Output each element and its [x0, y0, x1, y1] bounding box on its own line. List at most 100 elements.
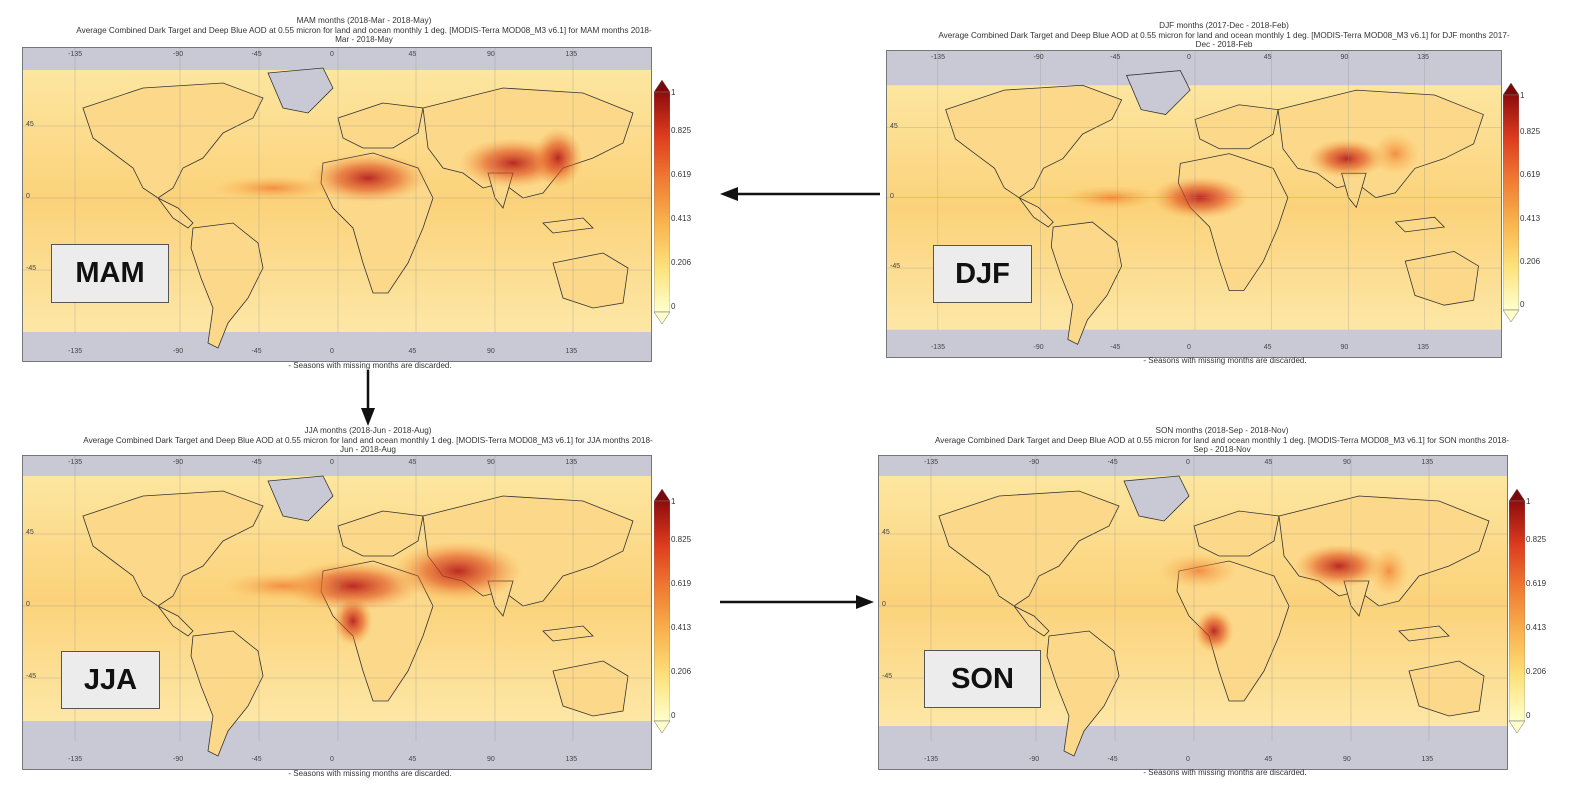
lon-tick-label: 45 — [1264, 756, 1273, 763]
lon-tick-label: 45 — [1263, 54, 1272, 61]
lon-tick-label: 45 — [408, 348, 417, 355]
colorbar-tick: 0.619 — [671, 579, 692, 588]
title-line-3: Sep - 2018-Nov — [1193, 445, 1251, 455]
lon-tick-label: 45 — [1264, 459, 1273, 466]
lon-tick-label: 135 — [1417, 344, 1429, 351]
colorbar: 1 0.825 0.619 0.413 0.206 0 — [1503, 83, 1563, 333]
lon-tick-label: 135 — [1421, 756, 1434, 763]
panel-title: SON months (2018-Sep - 2018-Nov) Average… — [880, 426, 1564, 455]
lon-tick-label: -90 — [1029, 459, 1040, 466]
arrow-mam-to-jja — [361, 370, 375, 426]
lat-tick-label: -45 — [26, 673, 37, 681]
season-label: JJA — [61, 651, 160, 709]
lon-tick-label: 0 — [1186, 459, 1190, 466]
title-line-1: JJA months (2018-Jun - 2018-Aug) — [304, 426, 432, 435]
lon-tick-label: 135 — [1417, 54, 1429, 61]
lat-tick-label: 0 — [890, 192, 894, 200]
lat-tick-label: 45 — [890, 122, 898, 130]
lon-tick-label: 90 — [1340, 344, 1349, 351]
lon-tick-label: 90 — [487, 51, 495, 58]
lon-tick-label: -135 — [924, 756, 939, 763]
colorbar-tick: 0 — [671, 302, 676, 311]
lon-tick-label: -90 — [1033, 344, 1044, 351]
lon-tick-label: 135 — [565, 459, 578, 466]
lon-tick-label: -90 — [1033, 54, 1044, 61]
title-line-1: MAM months (2018-Mar - 2018-May) — [296, 16, 432, 25]
title-line-1: DJF months (2017-Dec - 2018-Feb) — [1159, 21, 1289, 30]
colorbar-tick: 0.825 — [671, 126, 692, 135]
lat-tick-label: 0 — [26, 601, 30, 609]
colorbar-tick: 0 — [1520, 300, 1525, 309]
colorbar: 1 0.825 0.619 0.413 0.206 0 — [1509, 489, 1569, 739]
lon-tick-label: -45 — [1110, 54, 1121, 61]
colorbar-gradient — [654, 489, 670, 734]
lat-tick-label: -45 — [26, 265, 37, 273]
panel-title: MAM months (2018-Mar - 2018-May) Average… — [22, 16, 706, 45]
colorbar-tick: 0 — [671, 711, 676, 720]
title-line-2: Average Combined Dark Target and Deep Bl… — [934, 435, 1510, 445]
lon-tick-label: -90 — [173, 756, 184, 763]
colorbar-gradient — [654, 80, 670, 325]
footnote: - Seasons with missing months are discar… — [288, 361, 452, 370]
aod-map — [22, 47, 652, 362]
lon-tick-label: -90 — [173, 459, 184, 466]
lon-tick-label: 45 — [408, 756, 417, 763]
colorbar-tick: 0.825 — [1520, 127, 1541, 136]
footnote: - Seasons with missing months are discar… — [1143, 356, 1307, 365]
lat-tick-label: 45 — [26, 121, 34, 129]
colorbar-tick: 0 — [1526, 711, 1531, 720]
footnote: - Seasons with missing months are discar… — [288, 769, 452, 778]
title-line-1: SON months (2018-Sep - 2018-Nov) — [1155, 426, 1289, 435]
colorbar-tick: 0.206 — [671, 667, 692, 676]
season-label: DJF — [933, 245, 1032, 303]
colorbar-tick: 1 — [1520, 91, 1525, 100]
lon-tick-label: -45 — [251, 51, 262, 58]
lon-tick-label: 90 — [487, 756, 495, 763]
colorbar-tick: 0.825 — [1526, 535, 1547, 544]
lon-tick-label: -90 — [173, 51, 184, 58]
lon-tick-label: 0 — [1187, 54, 1191, 61]
lon-tick-label: 90 — [1343, 756, 1351, 763]
lon-tick-label: 0 — [330, 756, 334, 763]
lon-tick-label: -45 — [1107, 756, 1118, 763]
lon-tick-label: 45 — [408, 459, 417, 466]
panel-title: JJA months (2018-Jun - 2018-Aug) Average… — [26, 426, 710, 455]
colorbar-gradient — [1509, 489, 1525, 734]
colorbar-tick: 0.206 — [671, 258, 692, 267]
season-label: MAM — [51, 244, 169, 303]
colorbar-tick: 0.825 — [671, 535, 692, 544]
panel-title: DJF months (2017-Dec - 2018-Feb) Average… — [882, 21, 1566, 50]
lat-tick-label: -45 — [882, 673, 893, 681]
colorbar-tick: 1 — [671, 497, 676, 506]
arrow-jja-to-son — [720, 595, 874, 609]
lon-tick-label: 135 — [565, 348, 578, 355]
colorbar: 1 0.825 0.619 0.413 0.206 0 — [654, 80, 714, 330]
lon-tick-label: -135 — [930, 54, 945, 61]
colorbar-tick: 0.413 — [1526, 623, 1547, 632]
colorbar-tick: 0.413 — [671, 623, 692, 632]
colorbar-tick: 0.206 — [1520, 257, 1541, 266]
title-line-3: Mar - 2018-May — [335, 35, 393, 45]
lon-tick-label: -135 — [68, 51, 83, 58]
aod-map — [22, 455, 652, 770]
lon-tick-label: 90 — [1343, 459, 1351, 466]
title-line-2: Average Combined Dark Target and Deep Bl… — [76, 25, 652, 35]
aod-map — [878, 455, 1508, 770]
lon-tick-label: 0 — [1186, 756, 1190, 763]
colorbar: 1 0.825 0.619 0.413 0.206 0 — [654, 489, 714, 739]
colorbar-tick: 0.619 — [671, 170, 692, 179]
lat-tick-label: -45 — [890, 263, 901, 271]
lon-tick-label: 0 — [330, 459, 334, 466]
lon-tick-label: 135 — [565, 51, 578, 58]
title-line-2: Average Combined Dark Target and Deep Bl… — [83, 435, 653, 445]
lat-tick-label: 45 — [26, 529, 34, 537]
arrow-djf-to-mam — [720, 187, 880, 201]
colorbar-tick: 0.413 — [671, 214, 692, 223]
colorbar-gradient — [1503, 83, 1519, 323]
lon-tick-label: -135 — [68, 459, 83, 466]
season-label: SON — [924, 650, 1041, 708]
lat-tick-label: 45 — [882, 529, 890, 537]
lon-tick-label: 90 — [487, 348, 495, 355]
lon-tick-label: 90 — [487, 459, 495, 466]
title-line-3: Jun - 2018-Aug — [340, 445, 396, 455]
